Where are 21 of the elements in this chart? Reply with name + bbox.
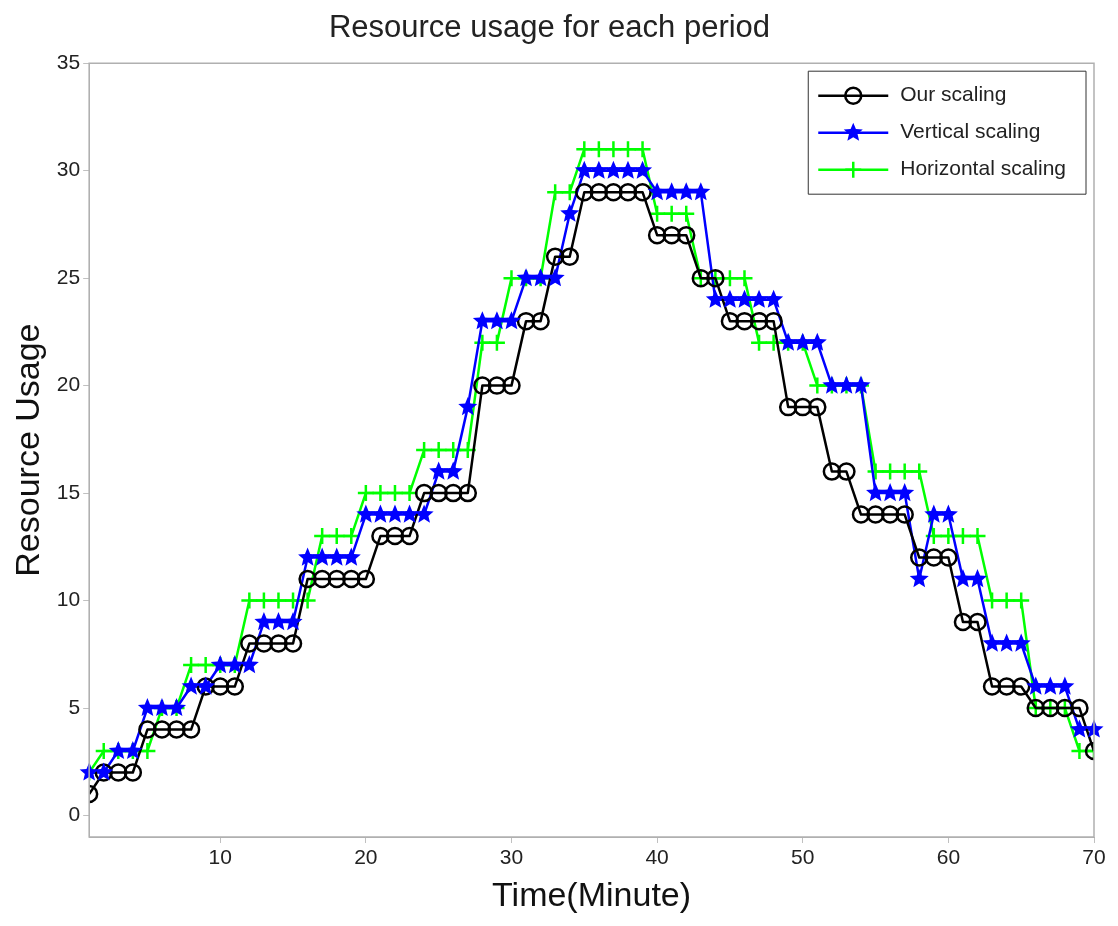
x-tick-label: 30: [499, 845, 524, 869]
legend-label: Our scaling: [900, 82, 1007, 106]
x-tick-label: 10: [208, 845, 232, 869]
y-tick-label: 30: [56, 157, 81, 181]
x-axis-title: Time(Minute): [492, 874, 692, 913]
x-tick-label: 50: [791, 845, 815, 869]
y-tick-label: 10: [56, 587, 81, 611]
y-tick-label: 5: [68, 694, 81, 718]
y-tick-label: 20: [56, 372, 81, 396]
x-tick-label: 60: [936, 845, 961, 869]
chart-title: Resource usage for each period: [328, 9, 771, 45]
x-tick-label: 20: [354, 845, 378, 869]
y-axis-title: Resource Usage: [7, 323, 46, 577]
y-tick-label: 25: [56, 264, 81, 288]
x-tick-label: 40: [645, 845, 669, 869]
x-tick-label: 70: [1082, 845, 1106, 869]
y-tick-label: 15: [56, 479, 81, 503]
y-tick-label: 35: [56, 50, 81, 73]
legend-label: Horizontal scaling: [900, 156, 1067, 180]
y-tick-label: 0: [68, 802, 81, 826]
legend-label: Vertical scaling: [900, 119, 1041, 143]
